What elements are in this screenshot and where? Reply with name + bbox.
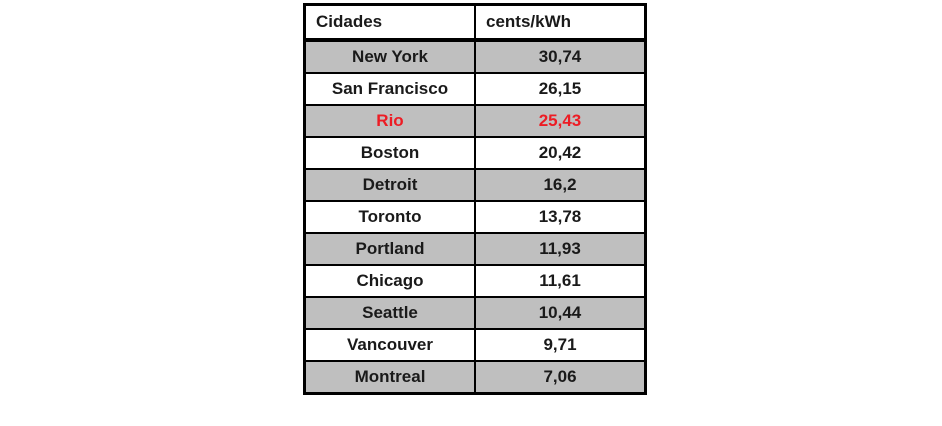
- value-cell: 13,78: [474, 200, 647, 234]
- table-row: Seattle 10,44: [303, 296, 647, 330]
- value-cell: 16,2: [474, 168, 647, 202]
- city-cell: Toronto: [303, 200, 476, 234]
- city-cell: New York: [303, 39, 476, 74]
- table-row: San Francisco 26,15: [303, 72, 647, 106]
- electricity-price-table-container: Cidades cents/kWh New York 30,74 San Franc…: [303, 3, 647, 395]
- value-cell: 11,93: [474, 232, 647, 266]
- header-cidades: Cidades: [303, 3, 476, 42]
- value-cell: 11,61: [474, 264, 647, 298]
- table-row: Montreal 7,06: [303, 360, 647, 395]
- city-cell: Chicago: [303, 264, 476, 298]
- table-row: Chicago 11,61: [303, 264, 647, 298]
- header-row: Cidades cents/kWh: [303, 3, 647, 42]
- city-cell: San Francisco: [303, 72, 476, 106]
- city-cell: Boston: [303, 136, 476, 170]
- city-cell: Detroit: [303, 168, 476, 202]
- value-cell: 26,15: [474, 72, 647, 106]
- city-cell: Vancouver: [303, 328, 476, 362]
- value-cell: 20,42: [474, 136, 647, 170]
- value-cell: 10,44: [474, 296, 647, 330]
- table-row: Vancouver 9,71: [303, 328, 647, 362]
- electricity-price-table: Cidades cents/kWh New York 30,74 San Franc…: [303, 3, 647, 395]
- value-cell: 25,43: [474, 104, 647, 138]
- city-cell: Rio: [303, 104, 476, 138]
- table-body: New York 30,74 San Francisco 26,15 Rio 25,43 B…: [303, 39, 647, 395]
- value-cell: 7,06: [474, 360, 647, 395]
- value-cell: 30,74: [474, 39, 647, 74]
- table-row: Toronto 13,78: [303, 200, 647, 234]
- value-cell: 9,71: [474, 328, 647, 362]
- table-row: Boston 20,42: [303, 136, 647, 170]
- table-row: Rio 25,43: [303, 104, 647, 138]
- table-row: New York 30,74: [303, 39, 647, 74]
- table-row: Portland 11,93: [303, 232, 647, 266]
- header-cents-kwh: cents/kWh: [474, 3, 647, 42]
- city-cell: Seattle: [303, 296, 476, 330]
- table-row: Detroit 16,2: [303, 168, 647, 202]
- city-cell: Montreal: [303, 360, 476, 395]
- city-cell: Portland: [303, 232, 476, 266]
